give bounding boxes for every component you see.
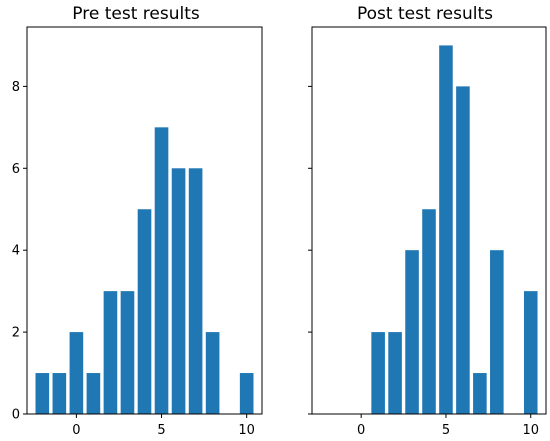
- pre-test-bar: [154, 127, 169, 414]
- pre-test-y-tick-label: 0: [12, 408, 20, 423]
- pre-test-bar: [69, 332, 84, 414]
- pre-test-x-tick-label: 0: [72, 423, 80, 438]
- pre-test-x-tick-label: 5: [157, 423, 165, 438]
- post-test-bar: [388, 332, 402, 414]
- post-test-bar: [439, 45, 453, 415]
- post-test-panel: Post test results 0 5 10: [308, 4, 547, 438]
- pre-test-bar: [239, 373, 254, 414]
- pre-test-y-tick-label: 8: [12, 80, 20, 95]
- pre-test-bar: [137, 209, 152, 414]
- post-test-bar: [490, 250, 504, 414]
- pre-test-panel: Pre test results 0 2 4 6 8 0 5 10: [12, 4, 263, 438]
- post-test-bar: [456, 86, 470, 414]
- post-test-bar: [422, 209, 436, 414]
- pre-test-plot-frame: [26, 26, 263, 415]
- pre-test-bar: [188, 168, 203, 414]
- post-test-x-tick-label: 10: [522, 423, 539, 438]
- pre-test-y-axis: 0 2 4 6 8: [12, 80, 27, 423]
- post-test-plot-frame: [311, 26, 547, 415]
- pre-test-bar: [205, 332, 220, 414]
- pre-test-bar: [103, 291, 118, 414]
- post-test-bar: [473, 373, 487, 414]
- pre-test-bar: [52, 373, 67, 414]
- pre-test-bar: [171, 168, 186, 414]
- pre-test-bar: [86, 373, 101, 414]
- pre-test-y-tick-label: 4: [12, 244, 20, 259]
- post-test-bars: [371, 45, 538, 415]
- pre-test-title: Pre test results: [72, 4, 200, 24]
- pre-test-bar: [120, 291, 135, 414]
- post-test-x-axis: 0 5 10: [357, 414, 539, 438]
- post-test-x-tick-label: 0: [357, 423, 365, 438]
- pre-test-x-axis: 0 5 10: [72, 414, 255, 438]
- post-test-bar: [371, 332, 385, 414]
- pre-test-y-tick-label: 2: [12, 326, 20, 341]
- post-test-title: Post test results: [357, 4, 493, 24]
- post-test-bar: [405, 250, 419, 414]
- post-test-x-tick-label: 5: [442, 423, 450, 438]
- post-test-bar: [523, 291, 538, 414]
- pre-test-bars: [35, 127, 254, 414]
- pre-test-bar: [35, 373, 50, 414]
- pre-test-y-tick-label: 6: [12, 162, 20, 177]
- pre-test-x-tick-label: 10: [238, 423, 255, 438]
- post-test-y-axis: [308, 85, 312, 415]
